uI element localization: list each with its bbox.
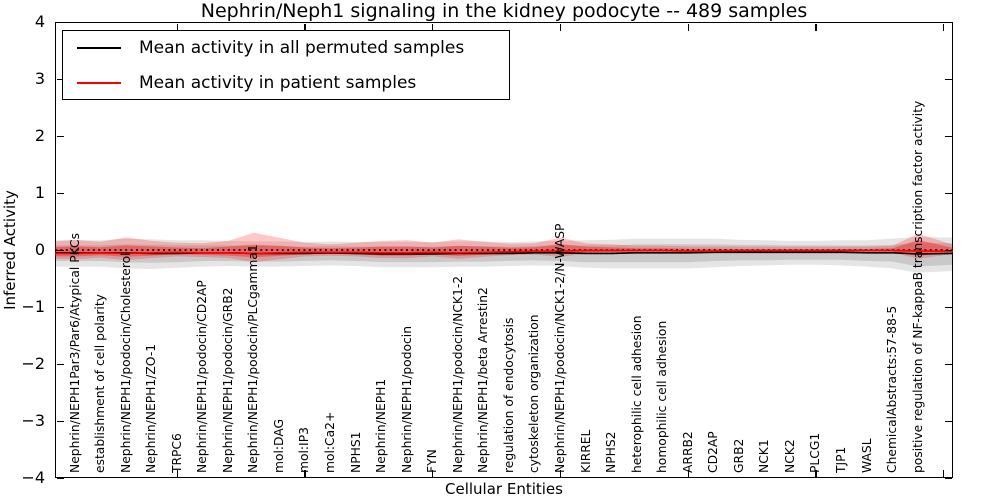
x-category-label: Nephrin/NEPH1Par3/Par6/Atypical PKCs bbox=[67, 232, 82, 473]
y-tick-mark bbox=[56, 78, 64, 80]
legend-label: Mean activity in patient samples bbox=[139, 73, 417, 93]
x-category-label: positive regulation of NF-kappaB transcr… bbox=[910, 100, 925, 473]
x-category-label: Nephrin/NEPH1/podocin/Cholesterol bbox=[118, 252, 133, 473]
y-tick-mark bbox=[56, 192, 64, 194]
x-category-label: GRB2 bbox=[731, 438, 746, 473]
x-category-label: Nephrin/NEPH1/podocin/PLCgamma1 bbox=[246, 244, 261, 473]
y-tick-mark bbox=[944, 477, 952, 479]
x-tick-mark bbox=[943, 23, 945, 31]
x-tick-mark bbox=[304, 469, 306, 477]
x-category-label: KIRREL bbox=[578, 429, 593, 473]
x-category-label: Nephrin/NEPH1/podocin/NCK1-2 bbox=[450, 275, 465, 473]
x-category-label: Nephrin/NEPH1/beta Arrestin2 bbox=[476, 287, 491, 473]
legend: Mean activity in all permuted samples Me… bbox=[62, 30, 510, 100]
x-category-label: WASL bbox=[859, 438, 874, 473]
x-category-label: TJP1 bbox=[834, 446, 848, 473]
x-tick-mark bbox=[559, 23, 562, 31]
y-tick-label: −1 bbox=[21, 297, 45, 316]
y-tick-label: 1 bbox=[34, 183, 45, 202]
legend-line-black-icon bbox=[77, 47, 121, 49]
x-category-label: Nephrin/NEPH1/podocin/CD2AP bbox=[195, 280, 210, 473]
chart-svg bbox=[55, 232, 953, 273]
x-category-label: Nephrin/NEPH1/podocin bbox=[399, 326, 414, 473]
patient-outer-band bbox=[55, 232, 953, 263]
x-category-label: NCK2 bbox=[782, 439, 797, 473]
x-category-label: PLCG1 bbox=[808, 432, 823, 473]
x-category-label: ARRB2 bbox=[680, 431, 695, 473]
patient-mean-line bbox=[55, 249, 953, 255]
x-category-label: mol:Ca2+ bbox=[323, 411, 337, 473]
x-category-label: Nephrin/NEPH1/ZO-1 bbox=[144, 343, 159, 473]
x-category-label: Nephrin/NEPH1/podocin/GRB2 bbox=[220, 287, 235, 473]
x-category-label: FYN bbox=[425, 449, 440, 473]
y-tick-mark bbox=[56, 420, 64, 422]
x-axis-label: Cellular Entities bbox=[445, 480, 563, 498]
x-category-label: ChemicalAbstracts:57-88-5 bbox=[885, 305, 900, 473]
x-category-label: establishment of cell polarity bbox=[93, 294, 108, 473]
legend-item-permuted: Mean activity in all permuted samples bbox=[63, 31, 509, 66]
x-category-label: cytoskeleton organization bbox=[527, 314, 542, 473]
x-category-label: mol:DAG bbox=[271, 418, 286, 473]
y-tick-label: 0 bbox=[34, 240, 45, 259]
x-category-label: NPHS2 bbox=[604, 431, 619, 474]
y-tick-mark bbox=[56, 135, 64, 137]
y-tick-mark bbox=[944, 192, 952, 194]
y-tick-mark bbox=[56, 21, 64, 23]
x-tick-mark bbox=[176, 23, 178, 31]
y-tick-mark bbox=[56, 249, 64, 251]
y-tick-mark bbox=[944, 249, 952, 251]
legend-label: Mean activity in all permuted samples bbox=[139, 38, 465, 58]
x-category-label: mol:IP3 bbox=[297, 427, 312, 473]
x-tick-mark bbox=[687, 469, 689, 477]
x-tick-mark bbox=[559, 469, 562, 477]
y-tick-mark bbox=[56, 477, 64, 479]
y-tick-mark bbox=[944, 78, 952, 80]
x-category-label: CD2AP bbox=[706, 431, 721, 473]
permuted-outer-band bbox=[55, 236, 953, 273]
x-category-label: heterophilic cell adhesion bbox=[629, 315, 644, 473]
x-category-label: NPHS1 bbox=[348, 431, 363, 474]
legend-line-red-icon bbox=[77, 82, 121, 84]
y-tick-mark bbox=[944, 21, 952, 23]
x-category-label: Nephrin/NEPH1/podocin/NCK1-2/N-WASP bbox=[552, 223, 567, 473]
y-tick-mark bbox=[56, 363, 64, 365]
x-tick-mark bbox=[815, 469, 817, 477]
x-category-label: regulation of endocytosis bbox=[501, 317, 516, 473]
y-tick-mark bbox=[56, 306, 64, 308]
x-tick-mark bbox=[176, 469, 178, 477]
chart-title: Nephrin/Neph1 signaling in the kidney po… bbox=[200, 0, 808, 22]
legend-item-patient: Mean activity in patient samples bbox=[63, 66, 509, 101]
y-tick-mark bbox=[944, 420, 952, 422]
y-tick-label: 3 bbox=[34, 69, 45, 88]
x-tick-mark bbox=[943, 469, 945, 477]
x-tick-mark bbox=[304, 23, 306, 31]
x-category-label: TRPC6 bbox=[169, 433, 184, 473]
x-category-label: Nephrin/NEPH1 bbox=[374, 378, 389, 473]
y-tick-mark bbox=[944, 363, 952, 365]
x-tick-mark bbox=[687, 23, 689, 31]
permuted-inner-band bbox=[55, 242, 953, 267]
y-tick-mark bbox=[944, 306, 952, 308]
y-tick-label: 4 bbox=[34, 12, 45, 31]
y-tick-label: −2 bbox=[21, 354, 45, 373]
x-tick-mark bbox=[815, 23, 817, 31]
y-tick-label: −3 bbox=[21, 411, 45, 430]
x-category-label: homophilic cell adhesion bbox=[655, 320, 670, 473]
y-tick-label: −4 bbox=[21, 468, 45, 487]
y-tick-label: 2 bbox=[34, 126, 45, 145]
x-category-label: NCK1 bbox=[757, 439, 772, 473]
y-tick-mark bbox=[944, 135, 952, 137]
x-tick-mark bbox=[432, 23, 434, 31]
x-tick-mark bbox=[432, 469, 434, 477]
